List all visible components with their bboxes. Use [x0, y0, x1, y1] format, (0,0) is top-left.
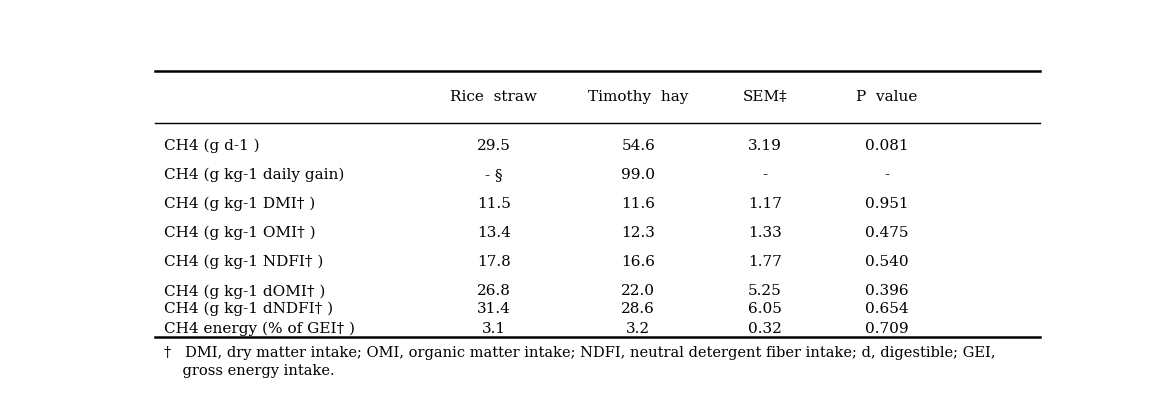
Text: 0.32: 0.32	[747, 322, 781, 336]
Text: 12.3: 12.3	[621, 226, 655, 240]
Text: 0.081: 0.081	[865, 139, 908, 153]
Text: CH4 (g d-1 ): CH4 (g d-1 )	[163, 139, 260, 153]
Text: - §: - §	[485, 168, 503, 182]
Text: 29.5: 29.5	[477, 139, 511, 153]
Text: 99.0: 99.0	[621, 168, 655, 182]
Text: 6.05: 6.05	[747, 302, 781, 316]
Text: 1.17: 1.17	[747, 197, 781, 211]
Text: 0.540: 0.540	[865, 255, 908, 269]
Text: 28.6: 28.6	[621, 302, 655, 316]
Text: 13.4: 13.4	[477, 226, 511, 240]
Text: 1.33: 1.33	[747, 226, 781, 240]
Text: 0.709: 0.709	[865, 322, 908, 336]
Text: -: -	[884, 168, 890, 182]
Text: Rice  straw: Rice straw	[450, 90, 538, 104]
Text: 17.8: 17.8	[477, 255, 511, 269]
Text: †   DMI, dry matter intake; OMI, organic matter intake; NDFI, neutral detergent : † DMI, dry matter intake; OMI, organic m…	[163, 346, 996, 360]
Text: 11.6: 11.6	[621, 197, 655, 211]
Text: 3.1: 3.1	[482, 322, 506, 336]
Text: 11.5: 11.5	[477, 197, 511, 211]
Text: 0.475: 0.475	[865, 226, 908, 240]
Text: 3.2: 3.2	[626, 322, 651, 336]
Text: CH4 (g kg-1 OMI† ): CH4 (g kg-1 OMI† )	[163, 226, 316, 240]
Text: 26.8: 26.8	[477, 284, 511, 298]
Text: CH4 energy (% of GEI† ): CH4 energy (% of GEI† )	[163, 321, 354, 336]
Text: CH4 (g kg-1 dOMI† ): CH4 (g kg-1 dOMI† )	[163, 284, 325, 299]
Text: CH4 (g kg-1 DMI† ): CH4 (g kg-1 DMI† )	[163, 197, 315, 211]
Text: 0.654: 0.654	[865, 302, 908, 316]
Text: gross energy intake.: gross energy intake.	[163, 364, 335, 378]
Text: 0.396: 0.396	[865, 284, 908, 298]
Text: 0.951: 0.951	[865, 197, 908, 211]
Text: Timothy  hay: Timothy hay	[588, 90, 688, 104]
Text: 31.4: 31.4	[477, 302, 511, 316]
Text: 22.0: 22.0	[621, 284, 655, 298]
Text: CH4 (g kg-1 daily gain): CH4 (g kg-1 daily gain)	[163, 168, 344, 182]
Text: 5.25: 5.25	[747, 284, 781, 298]
Text: 1.77: 1.77	[747, 255, 781, 269]
Text: 16.6: 16.6	[621, 255, 655, 269]
Text: SEM‡: SEM‡	[743, 90, 787, 104]
Text: CH4 (g kg-1 NDFI† ): CH4 (g kg-1 NDFI† )	[163, 255, 323, 269]
Text: -: -	[763, 168, 767, 182]
Text: CH4 (g kg-1 dNDFI† ): CH4 (g kg-1 dNDFI† )	[163, 302, 333, 316]
Text: P  value: P value	[856, 90, 918, 104]
Text: 3.19: 3.19	[747, 139, 781, 153]
Text: 54.6: 54.6	[621, 139, 655, 153]
